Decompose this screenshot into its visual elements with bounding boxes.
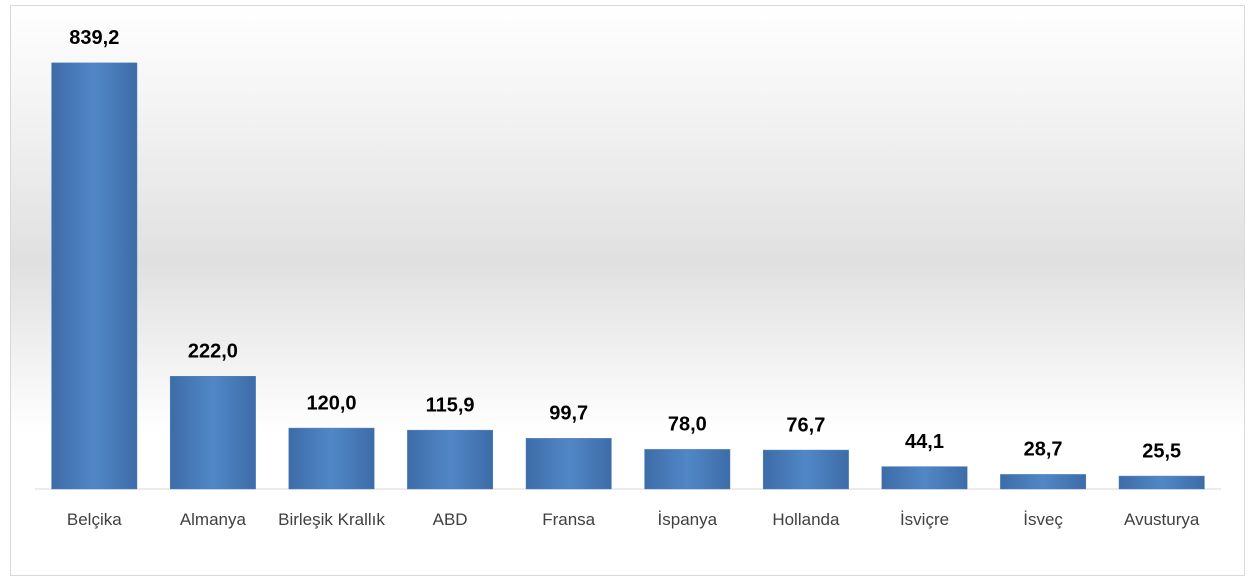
- value-label: 839,2: [69, 27, 119, 49]
- value-label: 76,7: [786, 414, 825, 436]
- x-tick-label: Fransa: [542, 510, 596, 529]
- x-tick-label: Almanya: [179, 510, 246, 529]
- value-label: 99,7: [549, 403, 588, 425]
- x-tick-label: ABD: [432, 510, 468, 529]
- x-tick-label: Birleşik Krallık: [278, 510, 385, 529]
- bar: [288, 427, 375, 490]
- bar: [525, 438, 612, 490]
- value-label: 115,9: [426, 394, 475, 416]
- bar: [1118, 475, 1205, 490]
- value-label: 44,1: [905, 431, 944, 453]
- x-tick-label: Avusturya: [1124, 510, 1200, 529]
- bar: [881, 466, 968, 490]
- bar: [762, 449, 849, 490]
- x-tick-label: Hollanda: [772, 510, 840, 529]
- value-label: 120,0: [306, 392, 356, 414]
- value-label: 25,5: [1142, 440, 1181, 462]
- bar: [51, 62, 138, 490]
- bar: [169, 376, 256, 490]
- value-label: 28,7: [1024, 439, 1063, 461]
- value-label: 78,0: [668, 414, 707, 436]
- x-tick-label: İsviçre: [899, 510, 950, 529]
- bar: [644, 449, 731, 490]
- x-tick-label: Belçika: [66, 510, 122, 529]
- bar: [407, 429, 494, 490]
- x-tick-label: İsveç: [1023, 510, 1063, 529]
- value-label: 222,0: [188, 341, 238, 363]
- x-tick-label: İspanya: [657, 510, 718, 529]
- bar: [1000, 474, 1087, 490]
